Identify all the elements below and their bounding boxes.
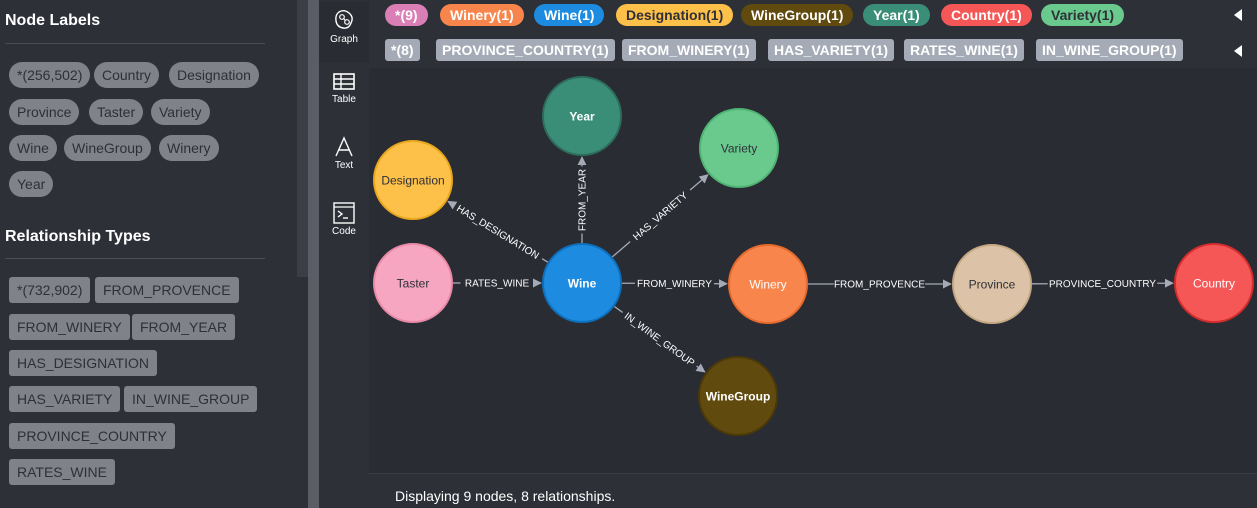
graph-node-label: Designation: [381, 174, 444, 188]
graph-node-winery[interactable]: Winery: [728, 244, 808, 324]
table-view-button[interactable]: Table: [319, 66, 369, 126]
rel-type-has-variety[interactable]: HAS_VARIETY: [9, 386, 121, 412]
result-frame: FROM_YEAR HAS_VARIETY HAS_DESIGNATION RATES…: [369, 0, 1257, 508]
node-label-winery[interactable]: Winery: [159, 135, 219, 161]
code-view-label: Code: [332, 226, 356, 237]
relationship-edge[interactable]: IN_WINE_GROUP: [614, 305, 706, 373]
legend-rel-has-variety[interactable]: HAS_VARIETY(1): [768, 39, 895, 61]
relationship-label: RATES_WINE: [465, 279, 530, 290]
graph-node-label: Year: [569, 110, 595, 124]
node-label-taster[interactable]: Taster: [89, 99, 144, 125]
relationship-edge[interactable]: HAS_DESIGNATION: [447, 200, 549, 263]
relationship-edge[interactable]: FROM_WINERY: [621, 279, 728, 290]
graph-legend: *(9) Winery(1) Wine(1) Designation(1) Wi…: [369, 0, 1257, 68]
graph-node-taster[interactable]: Taster: [373, 243, 453, 323]
relationship-label: FROM_YEAR: [578, 169, 589, 231]
relationship-label: PROVINCE_COUNTRY: [1049, 279, 1156, 290]
legend-node-winery[interactable]: Winery(1): [440, 4, 524, 26]
graph-node-variety[interactable]: Variety: [699, 108, 779, 188]
relationship-edge[interactable]: FROM_YEAR: [577, 156, 589, 243]
graph-node-label: Wine: [568, 277, 597, 291]
result-view-nav: Graph Table Text Code: [319, 0, 369, 508]
node-label-winegroup[interactable]: WineGroup: [64, 135, 151, 161]
code-icon: [333, 202, 355, 224]
legend-node-winegroup[interactable]: WineGroup(1): [741, 4, 854, 26]
legend-expand-icon[interactable]: [1234, 45, 1242, 57]
graph-node-label: Taster: [397, 277, 430, 291]
table-view-label: Table: [332, 94, 356, 105]
legend-node-variety[interactable]: Variety(1): [1041, 4, 1125, 26]
node-label-designation[interactable]: Designation: [169, 62, 259, 88]
graph-node-year[interactable]: Year: [542, 76, 622, 156]
node-label-all[interactable]: *(256,502): [9, 62, 91, 88]
drawer-resize-handle[interactable]: [308, 0, 319, 508]
legend-node-designation[interactable]: Designation(1): [616, 4, 734, 26]
divider: [5, 258, 265, 259]
legend-rel-rates-wine[interactable]: RATES_WINE(1): [904, 39, 1024, 61]
legend-rel-in-wine-group[interactable]: IN_WINE_GROUP(1): [1036, 39, 1183, 61]
graph-node-label: Country: [1193, 277, 1235, 291]
legend-rel-from-winery[interactable]: FROM_WINERY(1): [622, 39, 756, 61]
graph-node-province[interactable]: Province: [952, 244, 1032, 324]
legend-node-country[interactable]: Country(1): [941, 4, 1032, 26]
rel-type-all[interactable]: *(732,902): [9, 277, 91, 303]
table-icon: [333, 73, 355, 90]
graph-node-country[interactable]: Country: [1174, 243, 1254, 323]
status-text: Displaying 9 nodes, 8 relationships.: [395, 488, 616, 504]
relationship-label: HAS_VARIETY: [631, 190, 690, 243]
node-label-year[interactable]: Year: [9, 171, 54, 197]
relationship-types-title: Relationship Types: [5, 228, 151, 245]
node-label-wine[interactable]: Wine: [9, 135, 57, 161]
rel-type-has-designation[interactable]: HAS_DESIGNATION: [9, 350, 157, 376]
relationship-edge[interactable]: PROVINCE_COUNTRY: [1031, 278, 1174, 290]
text-view-button[interactable]: Text: [319, 130, 369, 190]
relationship-label: IN_WINE_GROUP: [622, 311, 697, 369]
legend-rel-province-country[interactable]: PROVINCE_COUNTRY(1): [436, 39, 615, 61]
graph-node-winegroup[interactable]: WineGroup: [698, 356, 778, 436]
legend-node-all[interactable]: *(9): [385, 4, 428, 26]
code-view-button[interactable]: Code: [319, 196, 369, 256]
rel-type-from-provence[interactable]: FROM_PROVENCE: [95, 277, 239, 303]
node-label-country[interactable]: Country: [94, 62, 160, 88]
rel-type-from-year[interactable]: FROM_YEAR: [132, 314, 236, 340]
legend-expand-icon[interactable]: [1234, 9, 1242, 21]
relationship-edge[interactable]: RATES_WINE: [453, 278, 542, 290]
sidebar-scrollbar[interactable]: [297, 0, 308, 277]
graph-icon: [335, 10, 353, 29]
rel-type-rates-wine[interactable]: RATES_WINE: [9, 459, 115, 485]
graph-node-label: Winery: [749, 278, 786, 292]
legend-node-year[interactable]: Year(1): [863, 4, 930, 26]
legend-node-wine[interactable]: Wine(1): [534, 4, 605, 26]
relationship-label: FROM_WINERY: [637, 279, 712, 290]
graph-node-label: Variety: [721, 142, 757, 156]
relationship-edge[interactable]: FROM_PROVENCE: [808, 279, 952, 291]
graph-view-button[interactable]: Graph: [319, 2, 369, 62]
text-view-label: Text: [334, 160, 354, 171]
legend-rel-all[interactable]: *(8): [385, 39, 420, 61]
node-labels-title: Node Labels: [5, 12, 101, 29]
graph-node-wine[interactable]: Wine: [542, 243, 622, 323]
node-label-variety[interactable]: Variety: [151, 99, 210, 125]
rel-type-from-winery[interactable]: FROM_WINERY: [9, 314, 130, 340]
status-bar: Displaying 9 nodes, 8 relationships.: [369, 473, 1257, 508]
graph-node-designation[interactable]: Designation: [373, 140, 453, 220]
graph-node-label: Province: [969, 278, 1016, 292]
rel-type-in-wine-group[interactable]: IN_WINE_GROUP: [124, 386, 258, 412]
rel-type-province-country[interactable]: PROVINCE_COUNTRY: [9, 423, 175, 449]
sidebar: Node Labels *(256,502) Country Designati…: [0, 0, 308, 508]
graph-view-label: Graph: [330, 34, 358, 45]
relationship-label: FROM_PROVENCE: [834, 280, 925, 291]
relationship-edge[interactable]: HAS_VARIETY: [611, 174, 709, 258]
graph-canvas[interactable]: FROM_YEAR HAS_VARIETY HAS_DESIGNATION RATES…: [369, 0, 1257, 473]
relationship-label: HAS_DESIGNATION: [454, 203, 540, 261]
graph-node-label: WineGroup: [706, 390, 771, 404]
text-icon: [335, 136, 353, 157]
divider: [5, 43, 265, 44]
node-label-province[interactable]: Province: [9, 99, 80, 125]
